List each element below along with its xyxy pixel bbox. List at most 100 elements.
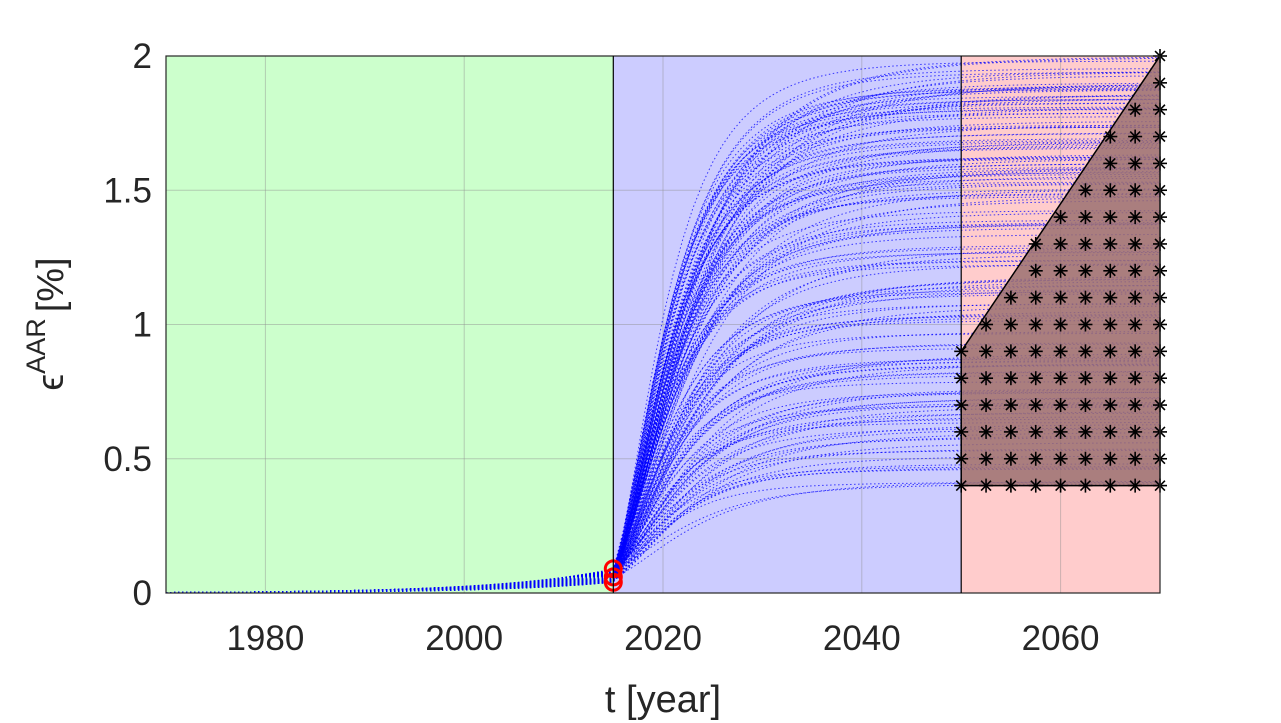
- trajectory-line: [165, 193, 1160, 594]
- grid-point: [1078, 263, 1093, 278]
- grid-point-stroke: [1129, 238, 1141, 250]
- x-tick-label: 2060: [1022, 619, 1100, 658]
- grid-point-stroke: [1055, 426, 1067, 438]
- grid-point: [1078, 290, 1093, 305]
- grid-point: [979, 371, 994, 386]
- grid-point: [979, 344, 994, 359]
- y-axis-label: ϵAAR [%]: [21, 257, 72, 390]
- grid-point: [1103, 156, 1118, 171]
- grid-point-stroke: [1104, 265, 1116, 277]
- grid-point-stroke: [1005, 480, 1017, 492]
- grid-point-stroke: [1129, 131, 1141, 143]
- grid-point-stroke: [1005, 453, 1017, 465]
- grid-point: [1028, 371, 1043, 386]
- grid-point: [1078, 451, 1093, 466]
- grid-point: [979, 424, 994, 439]
- grid-point: [1128, 398, 1143, 413]
- grid-point-stroke: [980, 480, 992, 492]
- x-tick-label: 2020: [624, 619, 702, 658]
- trajectory-line: [166, 132, 1160, 594]
- trajectory-line: [166, 223, 1160, 593]
- trajectory-line: [165, 227, 1160, 593]
- y-axis-superscript: AAR: [21, 318, 51, 374]
- grid-point-stroke: [1055, 292, 1067, 304]
- grid-point: [1053, 263, 1068, 278]
- x-tick-label: 1980: [226, 619, 304, 658]
- trajectory-line: [166, 281, 1161, 594]
- grid-point: [1053, 478, 1068, 493]
- grid-point-stroke: [1104, 453, 1116, 465]
- grid-point-stroke: [1079, 399, 1091, 411]
- grid-point-stroke: [1055, 372, 1067, 384]
- grid-point-stroke: [1129, 480, 1141, 492]
- grid-point: [1128, 344, 1143, 359]
- grid-point: [1053, 451, 1068, 466]
- grid-point-stroke: [980, 372, 992, 384]
- grid-point: [1078, 478, 1093, 493]
- grid-point-stroke: [1005, 399, 1017, 411]
- grid-point-stroke: [1104, 372, 1116, 384]
- trajectory-line: [165, 285, 1160, 594]
- y-axis-unit: [%]: [30, 257, 72, 312]
- grid-point-stroke: [1104, 184, 1116, 196]
- grid-point-stroke: [1129, 399, 1141, 411]
- axes-frame: [165, 55, 1161, 594]
- grid-point-stroke: [1030, 292, 1042, 304]
- grid-point-stroke: [1005, 372, 1017, 384]
- grid-point-stroke: [1104, 426, 1116, 438]
- grid-point: [1003, 290, 1018, 305]
- grid-point-stroke: [1129, 372, 1141, 384]
- grid-point-stroke: [1055, 265, 1067, 277]
- grid-point-stroke: [1104, 157, 1116, 169]
- grid-point: [1128, 263, 1143, 278]
- grid-point: [1103, 210, 1118, 225]
- grid-point-stroke: [1055, 453, 1067, 465]
- grid-point: [1103, 478, 1118, 493]
- grid-point-stroke: [1055, 318, 1067, 331]
- grid-point-stroke: [980, 399, 992, 411]
- grid-point: [1028, 344, 1043, 359]
- trajectory-line: [166, 422, 1160, 593]
- grid-point-stroke: [980, 453, 992, 465]
- grid-point: [1028, 290, 1043, 305]
- grid-point-stroke: [1079, 211, 1091, 223]
- trajectory-line: [165, 94, 1161, 594]
- grid-point-stroke: [1129, 453, 1141, 465]
- grid-point: [1128, 236, 1143, 251]
- trajectory-line: [165, 163, 1161, 593]
- grid-point: [1078, 344, 1093, 359]
- trajectory-line: [166, 392, 1160, 594]
- trajectory-line: [166, 391, 1160, 594]
- grid-point: [1053, 210, 1068, 225]
- trajectory-line: [166, 371, 1160, 594]
- grid-point: [1053, 398, 1068, 413]
- grid-point-stroke: [1030, 265, 1042, 277]
- trajectory-line: [166, 193, 1161, 593]
- grid-point-stroke: [1005, 426, 1017, 438]
- grid-point: [1103, 398, 1118, 413]
- grid-point-stroke: [1005, 292, 1017, 304]
- grid-point: [1128, 317, 1143, 332]
- y-axis-symbol: ϵ: [30, 374, 72, 391]
- grid-point: [1003, 451, 1018, 466]
- grid-point-stroke: [1129, 345, 1141, 357]
- trajectory-line: [165, 171, 1161, 593]
- grid-point: [1128, 478, 1143, 493]
- grid-point-stroke: [1030, 399, 1042, 411]
- grid-point: [1128, 290, 1143, 305]
- trajectory-line: [166, 87, 1160, 594]
- trajectory-line: [166, 222, 1160, 594]
- trajectory-line: [165, 60, 1160, 594]
- grid-point-stroke: [1030, 238, 1042, 250]
- grid-point: [1053, 344, 1068, 359]
- grid-point: [1053, 424, 1068, 439]
- grid-point: [1078, 424, 1093, 439]
- trajectory-line: [165, 163, 1161, 594]
- trajectory-line: [165, 147, 1160, 594]
- trajectory-line: [166, 219, 1160, 594]
- grid-point: [1128, 129, 1143, 144]
- grid-point: [1103, 371, 1118, 386]
- grid-point-stroke: [1079, 426, 1091, 438]
- grid-point: [1103, 129, 1118, 144]
- grid-point-stroke: [1104, 399, 1116, 411]
